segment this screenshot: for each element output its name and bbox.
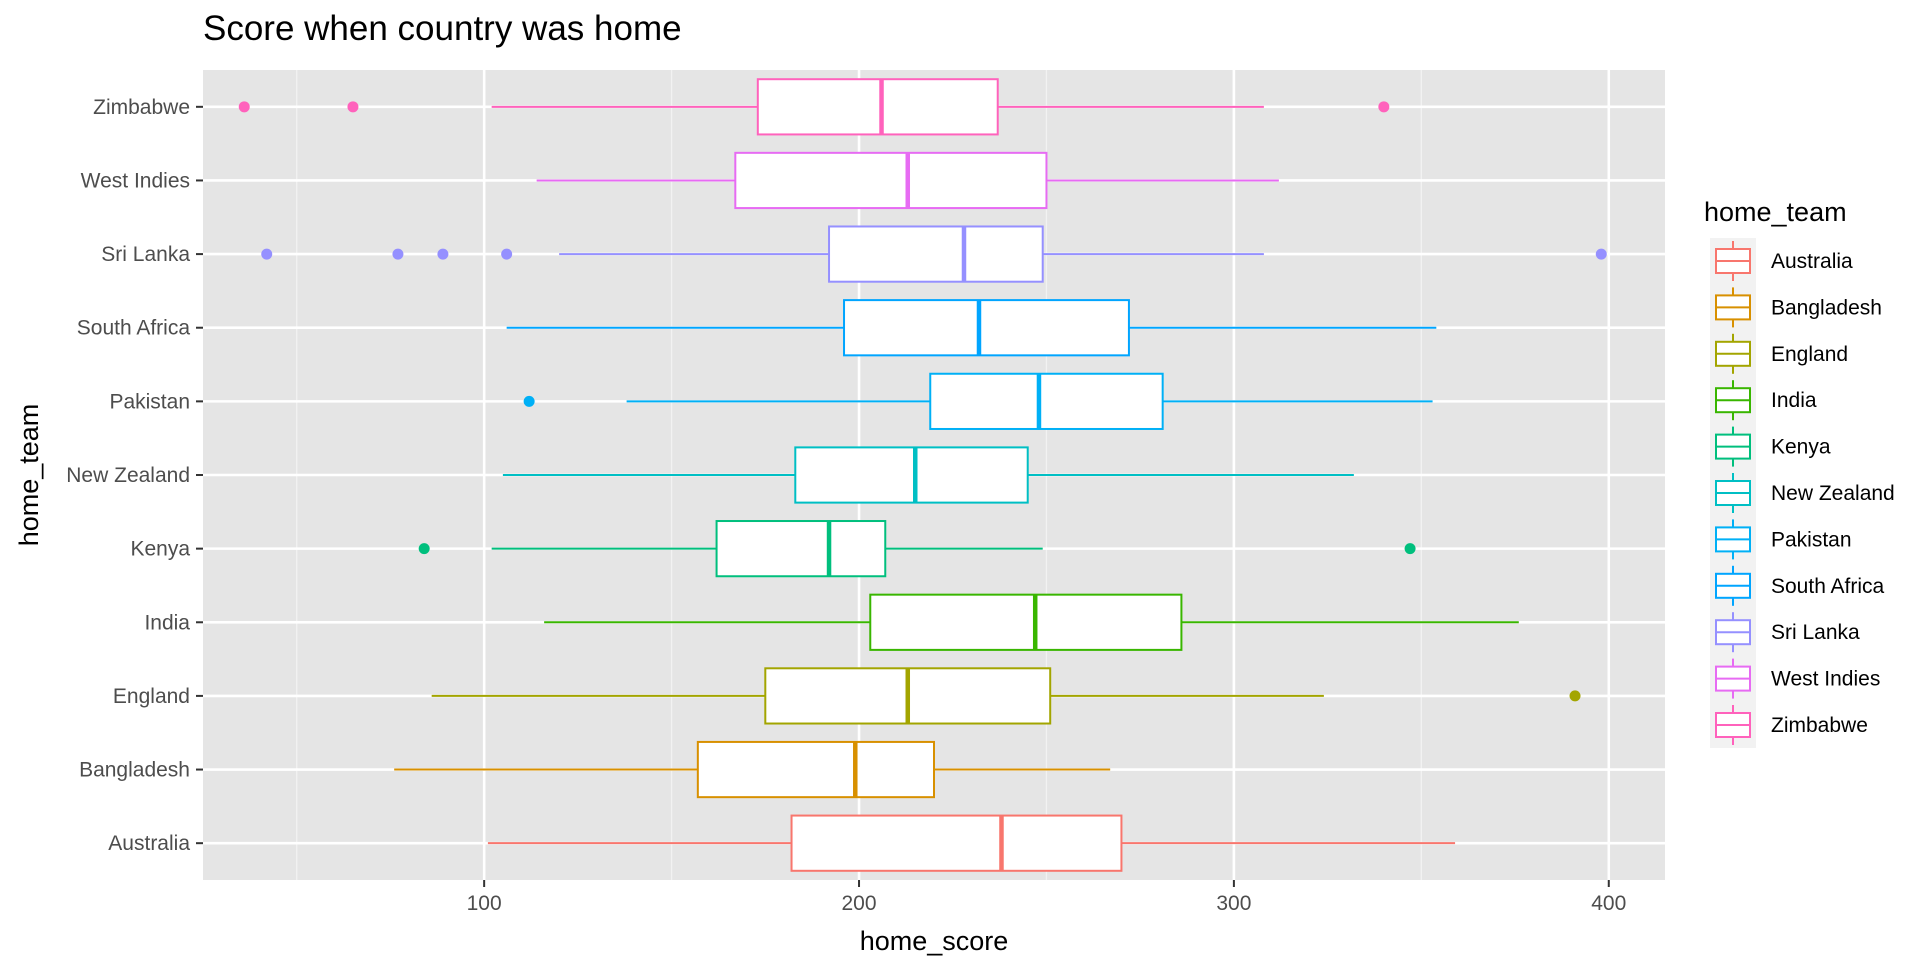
box [869, 593, 1183, 651]
box-series-group [238, 78, 1607, 872]
outlier-point [1378, 101, 1390, 113]
y-tick-label: Zimbabwe [93, 96, 190, 119]
y-tick-label: Pakistan [109, 390, 190, 413]
boxplot-sri-lanka [261, 225, 1607, 283]
y-tick-label: Bangladesh [79, 759, 190, 782]
y-axis: Australia Bangladesh England India Kenya New … [66, 96, 203, 855]
legend-item: India [1715, 380, 1817, 421]
legend-item: England [1715, 333, 1848, 374]
legend: home_team Australia Bangladesh England Indi… [1704, 197, 1895, 748]
boxplot-india [544, 593, 1519, 651]
outlier-point [1595, 248, 1607, 260]
outlier-point [437, 248, 449, 260]
y-tick-label: Sri Lanka [101, 243, 190, 266]
legend-title: home_team [1704, 197, 1847, 227]
x-tick-label: 300 [1216, 892, 1251, 915]
legend-label: Kenya [1771, 436, 1831, 459]
legend-label: West Indies [1771, 668, 1880, 691]
box [929, 372, 1164, 430]
y-tick-label: Kenya [130, 538, 190, 561]
chart-title: Score when country was home [203, 9, 682, 48]
box [828, 225, 1044, 283]
y-tick-label: West Indies [81, 169, 190, 192]
outlier-point [501, 248, 513, 260]
legend-label: Zimbabwe [1771, 714, 1868, 737]
legend-item: Zimbabwe [1715, 705, 1868, 745]
legend-item: Bangladesh [1715, 287, 1882, 328]
box [843, 299, 1130, 357]
x-axis-title: home_score [860, 926, 1009, 956]
boxplot-australia [487, 814, 1456, 872]
legend-label: Bangladesh [1771, 296, 1882, 319]
boxplot-south-africa [506, 299, 1437, 357]
outlier-point [261, 248, 273, 260]
x-tick-label: 400 [1591, 892, 1626, 915]
x-tick-label: 200 [842, 892, 877, 915]
y-tick-label: England [113, 685, 190, 708]
box [756, 78, 999, 136]
legend-item: Kenya [1715, 426, 1831, 467]
box [734, 151, 1048, 210]
legend-item: South Africa [1715, 565, 1885, 606]
y-axis-title: home_team [14, 404, 44, 547]
legend-label: Sri Lanka [1771, 621, 1860, 644]
boxplot-kenya [418, 520, 1416, 578]
box [696, 740, 935, 799]
legend-label: New Zealand [1771, 482, 1895, 505]
x-axis: 100 200 300 400 [467, 880, 1626, 915]
boxplot-zimbabwe [238, 78, 1390, 136]
box [715, 520, 887, 578]
boxplot-west-indies [536, 151, 1279, 210]
outlier-point [418, 543, 430, 555]
legend-label: South Africa [1771, 575, 1885, 598]
box [790, 814, 1123, 872]
x-tick-label: 100 [467, 892, 502, 915]
legend-item: Australia [1715, 241, 1853, 281]
boxplot-pakistan [523, 372, 1433, 430]
legend-items: Australia Bangladesh England India Kenya New … [1715, 241, 1895, 745]
legend-label: Australia [1771, 250, 1853, 273]
legend-item: Pakistan [1715, 519, 1852, 560]
boxplot-bangladesh [394, 740, 1111, 799]
outlier-point [1569, 690, 1581, 702]
y-tick-label: New Zealand [66, 464, 190, 487]
legend-item: West Indies [1715, 658, 1880, 699]
legend-label: England [1771, 343, 1848, 366]
outlier-point [1404, 543, 1416, 555]
legend-label: India [1771, 389, 1817, 412]
y-tick-label: Australia [108, 832, 190, 855]
legend-item: New Zealand [1715, 473, 1895, 513]
box [794, 446, 1029, 504]
y-tick-label: South Africa [77, 317, 191, 340]
boxplot-new-zealand [502, 446, 1354, 504]
legend-label: Pakistan [1771, 528, 1852, 551]
outlier-point [347, 101, 359, 113]
y-tick-label: India [144, 611, 190, 634]
outlier-point [238, 101, 250, 113]
boxplot-england [431, 667, 1581, 725]
outlier-point [392, 248, 404, 260]
legend-item: Sri Lanka [1715, 612, 1860, 653]
outlier-point [523, 395, 535, 407]
